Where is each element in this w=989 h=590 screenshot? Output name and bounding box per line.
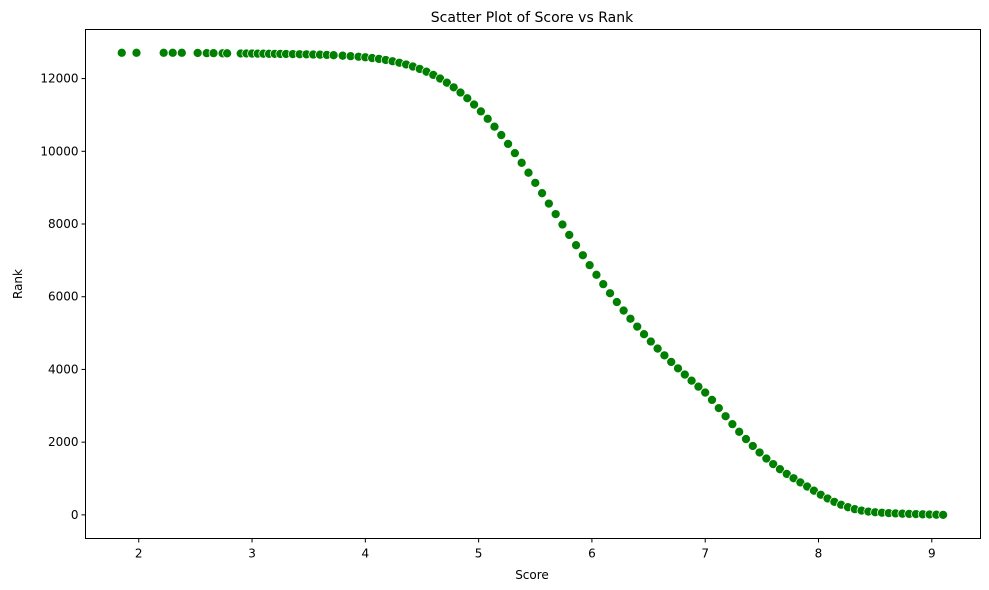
x-axis-label: Score: [515, 568, 549, 582]
x-tick-label: 6: [588, 547, 596, 561]
data-point: [938, 510, 948, 520]
y-tick-label: 8000: [48, 217, 79, 231]
data-point: [476, 106, 486, 117]
data-point: [727, 419, 738, 430]
data-point: [584, 260, 595, 270]
data-point: [768, 459, 779, 469]
data-point: [462, 93, 473, 104]
chart-title: Scatter Plot of Score vs Rank: [431, 10, 634, 26]
data-point: [781, 469, 792, 479]
data-point: [686, 375, 697, 386]
y-tick-label: 12000: [40, 72, 78, 86]
data-point: [158, 47, 169, 58]
data-point: [754, 447, 765, 458]
data-point: [673, 363, 683, 374]
data-point: [741, 434, 751, 444]
data-point: [503, 139, 513, 149]
data-point: [577, 250, 588, 261]
data-point: [775, 464, 785, 475]
x-tick-label: 7: [701, 547, 709, 561]
x-tick-label: 2: [135, 547, 143, 561]
x-tick-label: 8: [815, 547, 823, 561]
plot-frame: [85, 29, 981, 539]
data-point: [591, 269, 602, 280]
data-point: [645, 336, 656, 347]
data-point: [639, 329, 649, 340]
data-point: [167, 47, 178, 58]
data-point: [700, 387, 711, 398]
y-tick-label: 4000: [48, 362, 79, 376]
data-point: [469, 99, 479, 110]
data-point: [761, 453, 772, 464]
data-point: [679, 369, 690, 380]
data-point: [618, 305, 629, 316]
data-point: [192, 48, 203, 58]
data-point: [455, 87, 466, 98]
y-axis-ticks: 0 2000 4000 6000 8000 10000 12000: [40, 72, 86, 522]
data-point: [625, 313, 636, 324]
data-point: [605, 288, 615, 299]
data-point: [176, 47, 187, 58]
data-point: [571, 240, 581, 251]
data-point: [720, 411, 731, 422]
data-point: [564, 230, 575, 240]
data-point: [442, 77, 452, 88]
data-point: [659, 350, 670, 361]
y-tick-label: 6000: [48, 290, 79, 304]
data-point: [537, 188, 547, 199]
y-tick-label: 0: [71, 508, 79, 522]
data-point: [510, 148, 520, 158]
y-axis-label: Rank: [11, 269, 25, 299]
x-tick-label: 5: [475, 547, 483, 561]
data-points: [116, 47, 948, 520]
data-point: [652, 343, 663, 354]
data-point: [707, 395, 717, 405]
data-point: [523, 167, 534, 178]
data-point: [516, 157, 527, 168]
data-point: [222, 48, 232, 59]
y-tick-label: 2000: [48, 435, 79, 449]
data-point: [713, 403, 724, 413]
data-point: [482, 113, 493, 124]
x-tick-label: 9: [928, 547, 936, 561]
data-point: [530, 178, 541, 188]
data-point: [557, 219, 568, 230]
data-point: [544, 198, 554, 209]
data-point: [131, 47, 142, 58]
data-point: [632, 321, 643, 332]
data-point: [448, 82, 459, 93]
data-point: [489, 121, 500, 132]
data-point: [328, 50, 339, 61]
data-point: [598, 279, 609, 289]
x-tick-label: 4: [362, 547, 370, 561]
y-tick-label: 10000: [40, 144, 78, 158]
data-point: [611, 297, 622, 307]
x-axis-ticks: 2 3 4 5 6 7 8 9: [135, 538, 936, 561]
data-point: [496, 130, 507, 140]
data-point: [666, 357, 677, 367]
data-point: [734, 426, 745, 437]
x-tick-label: 3: [248, 547, 256, 561]
data-point: [550, 209, 561, 219]
data-point: [208, 48, 219, 58]
data-point: [693, 381, 704, 392]
data-point: [747, 441, 758, 451]
data-point: [116, 47, 127, 58]
